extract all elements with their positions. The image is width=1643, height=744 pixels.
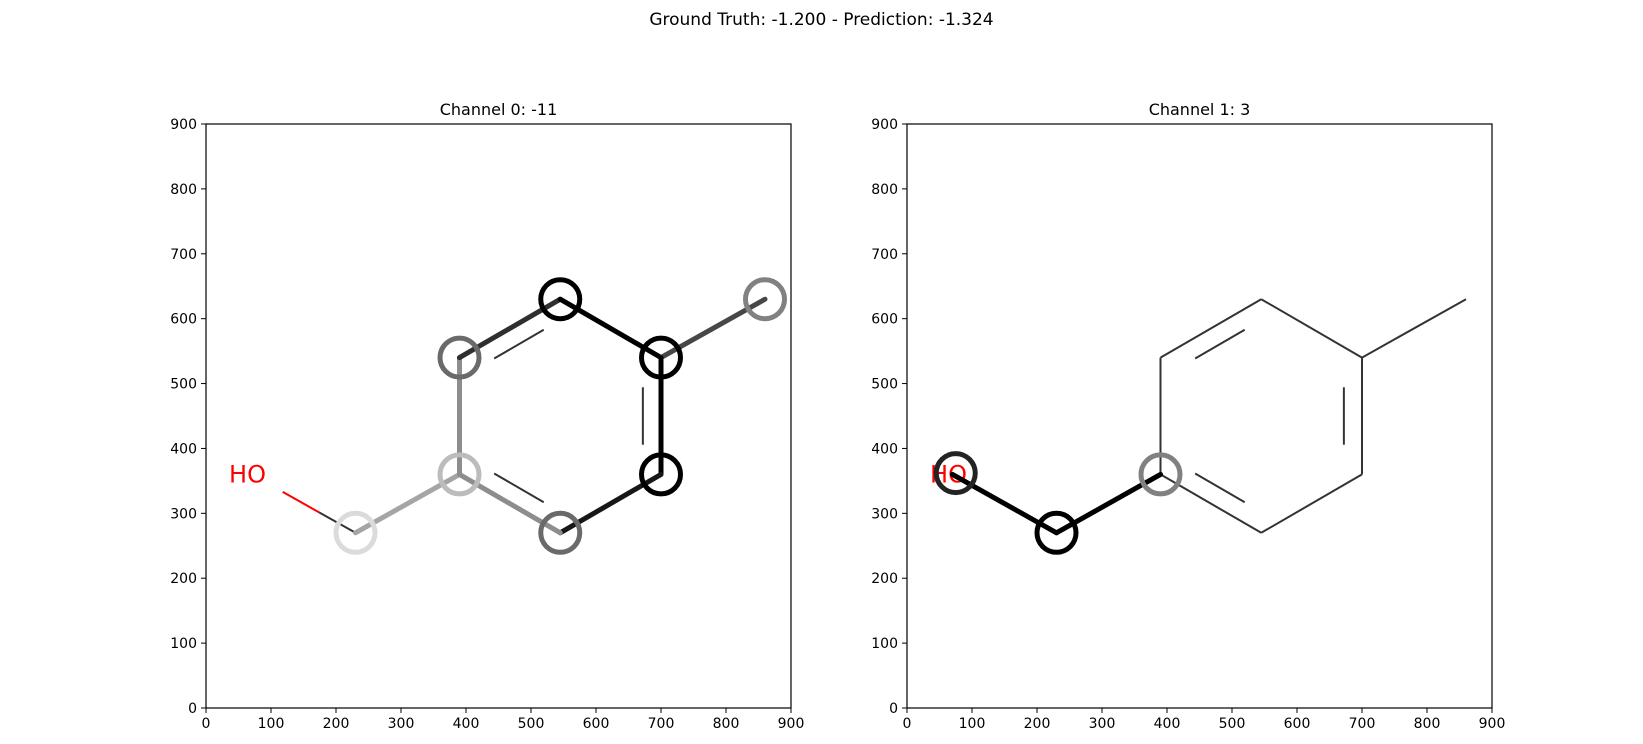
importance-atom-circle <box>538 510 583 555</box>
x-tick-label: 200 <box>1024 716 1051 732</box>
y-tick-label: 400 <box>170 441 197 457</box>
importance-atom-circle <box>1034 510 1079 555</box>
y-tick-label: 300 <box>871 506 898 522</box>
y-tick-label: 900 <box>871 117 898 133</box>
x-tick-label: 500 <box>1219 716 1246 732</box>
atom-label: HO <box>229 460 266 488</box>
x-tick-label: 600 <box>1284 716 1311 732</box>
panel-channel-1: Channel 1: 3 0 100 200 300 400 500 600 700 800 900… <box>871 100 1505 732</box>
x-tick-label: 200 <box>323 716 350 732</box>
x-tick-label: 300 <box>388 716 415 732</box>
y-tick-label: 100 <box>871 636 898 652</box>
x-tick-label: 500 <box>518 716 545 732</box>
bond <box>1260 298 1363 359</box>
y-tick-label: 300 <box>170 506 197 522</box>
y-tick-label: 700 <box>871 247 898 263</box>
importance-atom-circle <box>639 452 683 497</box>
panel-channel-0: Channel 0: -11 0 100 200 300 400 500 600 700 800 9… <box>170 100 804 732</box>
x-tick-label: 400 <box>1154 716 1181 732</box>
x-tick-label: 900 <box>778 716 805 732</box>
axes-frame <box>906 123 1493 709</box>
double-bond-line <box>1194 328 1246 360</box>
importance-atom-circle <box>933 451 978 496</box>
x-tick-label: 900 <box>1479 716 1506 732</box>
y-tick-label: 400 <box>871 441 898 457</box>
x-tick-label: 700 <box>648 716 675 732</box>
importance-atom-circle <box>743 277 787 322</box>
importance-atom-circle <box>1138 452 1183 497</box>
x-tick-label: 0 <box>903 716 912 732</box>
bond <box>1159 298 1262 359</box>
bond <box>1260 473 1363 534</box>
bond-oxygen-half <box>282 491 320 514</box>
x-tick-label: 300 <box>1089 716 1116 732</box>
x-tick-label: 700 <box>1349 716 1376 732</box>
y-tick-label: 800 <box>871 182 898 198</box>
y-tick-label: 600 <box>871 312 898 328</box>
y-tick-label: 200 <box>170 571 197 587</box>
importance-atom-circle <box>333 510 378 555</box>
double-bond-line <box>493 328 545 360</box>
y-tick-label: 600 <box>170 312 197 328</box>
importance-atom-circle <box>639 335 683 380</box>
y-tick-label: 900 <box>170 117 197 133</box>
importance-atom-circle <box>437 452 482 497</box>
bond <box>1361 298 1467 359</box>
axes-frame <box>205 123 792 709</box>
y-tick-label: 500 <box>871 377 898 393</box>
x-tick-label: 100 <box>959 716 986 732</box>
x-tick-label: 800 <box>713 716 740 732</box>
y-tick-label: 0 <box>889 701 898 717</box>
importance-atom-circle <box>437 335 482 380</box>
y-tick-label: 800 <box>170 182 197 198</box>
double-bond-line <box>493 472 545 504</box>
panel-title: Channel 0: -11 <box>440 100 558 119</box>
importance-atom-circle <box>538 277 583 322</box>
double-bond-line <box>1194 472 1246 504</box>
panel-title: Channel 1: 3 <box>1149 100 1251 119</box>
y-tick-label: 100 <box>170 636 197 652</box>
y-tick-label: 500 <box>170 377 197 393</box>
figure-suptitle: Ground Truth: -1.200 - Prediction: -1.32… <box>649 10 994 30</box>
x-tick-label: 800 <box>1414 716 1441 732</box>
y-tick-label: 0 <box>188 701 197 717</box>
y-tick-label: 200 <box>871 571 898 587</box>
x-tick-label: 0 <box>202 716 211 732</box>
y-tick-label: 700 <box>170 247 197 263</box>
x-tick-label: 100 <box>258 716 285 732</box>
x-tick-label: 400 <box>453 716 480 732</box>
x-tick-label: 600 <box>583 716 610 732</box>
